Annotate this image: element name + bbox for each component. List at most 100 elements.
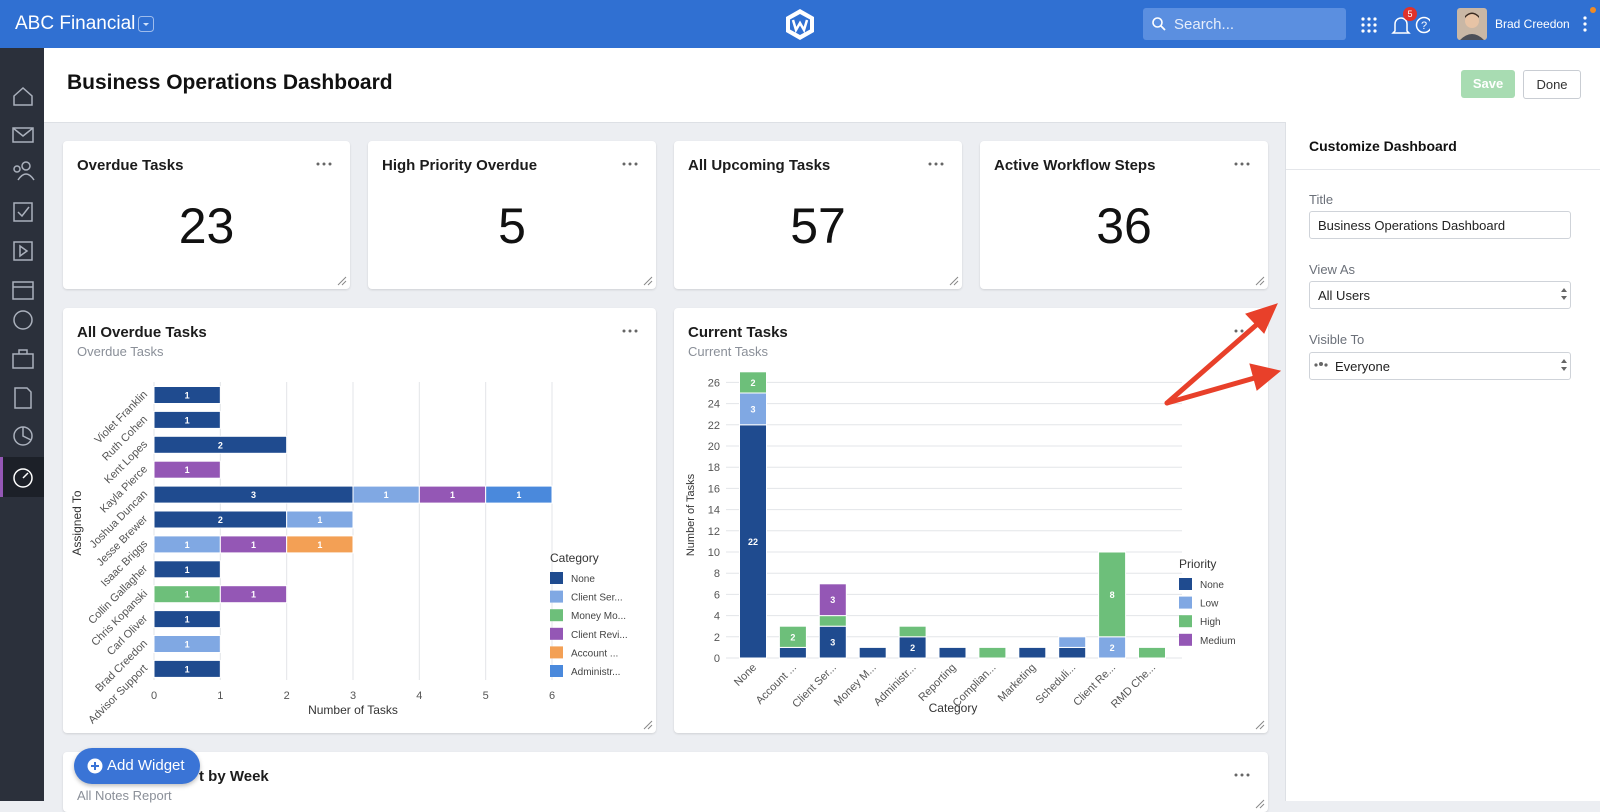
kpi-title: High Priority Overdue (382, 157, 538, 174)
legend-label: Low (1200, 599, 1219, 610)
x-tick-label: Marketing (996, 662, 1039, 705)
bar-segment (153, 659, 221, 678)
bar-segment (153, 410, 221, 429)
title-input[interactable]: Business Operations Dashboard (1309, 211, 1571, 239)
data-label: 1 (251, 590, 256, 600)
bar-segment (219, 585, 288, 604)
kpi-card[interactable]: Active Workflow Steps 36 (980, 141, 1268, 289)
save-button[interactable]: Save (1461, 70, 1515, 98)
user-menu[interactable] (1578, 6, 1598, 36)
kpi-value: 23 (178, 198, 235, 254)
field-label: Title (1309, 192, 1334, 207)
menu-dot (316, 162, 320, 166)
data-label: 2 (910, 643, 915, 653)
bar-segment (1138, 646, 1166, 659)
kpi-title: All Upcoming Tasks (688, 157, 831, 174)
x-tick-label: 6 (549, 690, 555, 702)
kpi-value: 57 (790, 198, 846, 254)
brand-menu[interactable] (138, 16, 154, 32)
visible-to-select[interactable]: Everyone (1309, 352, 1571, 380)
data-label: 2 (218, 440, 223, 450)
legend-title: Category (550, 551, 599, 565)
data-label: 3 (830, 595, 835, 605)
legend-swatch (550, 572, 563, 584)
header-icons[interactable]: ? (1360, 14, 1430, 36)
kpi-card[interactable]: High Priority Overdue 5 (368, 141, 656, 289)
y-tick-label: 2 (714, 632, 720, 644)
divider (1286, 169, 1600, 170)
x-tick-label: Administr... (872, 662, 919, 709)
kpi-card[interactable]: Overdue Tasks 23 (63, 141, 350, 289)
brand[interactable]: ABC Financial (15, 13, 136, 34)
legend-title: Priority (1179, 557, 1216, 571)
bar-segment (153, 610, 221, 629)
add-widget-button[interactable]: Add Widget (74, 748, 200, 784)
data-label: 3 (830, 638, 835, 648)
legend-label: Client Revi... (571, 630, 628, 641)
legend-label: Client Ser... (571, 593, 623, 604)
data-label: 1 (185, 391, 190, 401)
data-label: 1 (185, 640, 190, 650)
data-label: 1 (450, 490, 455, 500)
x-tick-label: 1 (217, 690, 223, 702)
kpi-card[interactable]: All Upcoming Tasks 57 (674, 141, 962, 289)
bar-segment (778, 646, 807, 659)
legend-swatch (1179, 578, 1192, 590)
bar-segment (286, 535, 354, 554)
resize-handle (1255, 276, 1265, 286)
resize-handle (337, 276, 347, 286)
data-label: 2 (750, 378, 755, 388)
data-label: 2 (1110, 643, 1115, 653)
bar-segment (978, 646, 1007, 659)
data-label: 1 (185, 615, 190, 625)
y-tick-label: 8 (714, 568, 720, 580)
y-tick-label: 12 (708, 526, 720, 538)
x-tick-label: None (732, 662, 759, 689)
data-label: 1 (251, 540, 256, 550)
kpi-value: 36 (1096, 198, 1152, 254)
bar-segment (1058, 646, 1087, 659)
x-tick-label: 2 (284, 690, 290, 702)
menu-dot (1234, 773, 1238, 777)
x-tick-label: 5 (483, 690, 489, 702)
y-tick-label: 24 (708, 399, 720, 411)
done-button[interactable]: Done (1523, 70, 1581, 99)
menu-dot (1234, 162, 1238, 166)
kpi-title: Overdue Tasks (77, 157, 184, 174)
widget-subtitle: All Notes Report (77, 788, 172, 803)
logo[interactable] (783, 7, 817, 41)
data-label: 1 (185, 540, 190, 550)
avatar[interactable] (1457, 8, 1487, 40)
widget-subtitle: Overdue Tasks (77, 344, 164, 359)
y-tick-label: 4 (714, 611, 720, 623)
resize-handle (949, 276, 959, 286)
menu-dot (1240, 773, 1244, 777)
widget-subtitle: Current Tasks (688, 344, 768, 359)
view-as-select[interactable]: All Users (1309, 281, 1571, 309)
field-label: Visible To (1309, 332, 1365, 347)
data-label: 1 (384, 490, 389, 500)
search-box[interactable]: Search... (1143, 8, 1346, 40)
menu-dot (634, 162, 638, 166)
widget-title: t by Week (199, 768, 269, 785)
customize-panel: Customize Dashboard Title Business Opera… (1285, 122, 1600, 801)
menu-dot (928, 162, 932, 166)
data-label: 1 (185, 590, 190, 600)
y-tick-label: 6 (714, 589, 720, 601)
data-label: 3 (251, 490, 256, 500)
notification-badge: 5 (1403, 7, 1417, 21)
user-name[interactable]: Brad Creedon (1495, 17, 1570, 31)
bar-segment (818, 583, 847, 617)
menu-dot (622, 162, 626, 166)
x-axis-label: Number of Tasks (308, 703, 398, 717)
legend-swatch (550, 609, 563, 622)
data-label: 1 (185, 415, 190, 425)
sidebar-icons[interactable] (0, 48, 44, 801)
bar-segment (153, 635, 221, 653)
data-label: 2 (218, 515, 223, 525)
bar-segment (898, 625, 927, 638)
resize-handle (643, 276, 653, 286)
y-tick-label: 16 (708, 483, 720, 495)
search-placeholder: Search... (1174, 16, 1235, 33)
